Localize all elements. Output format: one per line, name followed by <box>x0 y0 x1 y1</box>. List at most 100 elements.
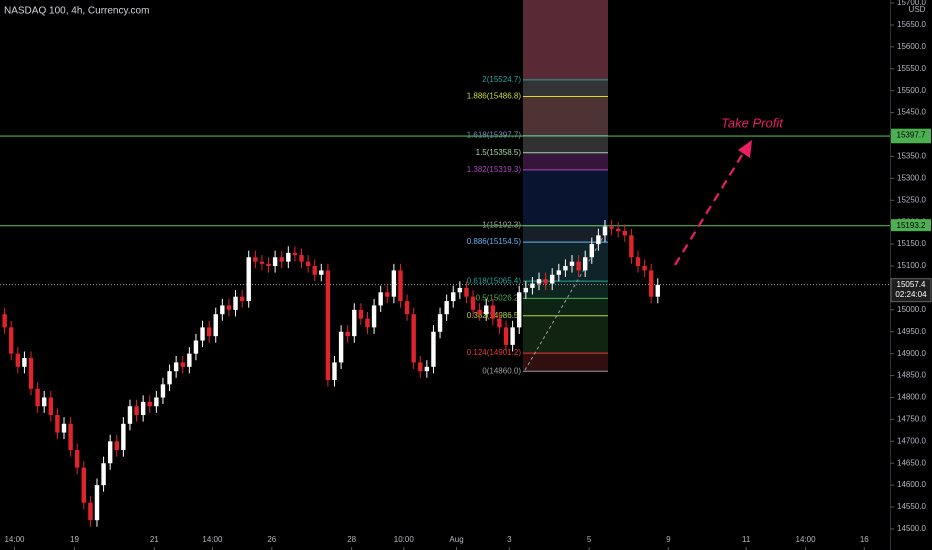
candle-body <box>167 371 172 385</box>
candle-body <box>615 228 621 231</box>
x-tick-label: 5 <box>587 535 592 544</box>
candle-body <box>213 314 218 337</box>
price-tag-label: 15193.2 <box>897 221 926 230</box>
candle-body <box>180 362 185 367</box>
candle-body <box>22 358 27 367</box>
countdown: 02:24:04 <box>895 290 927 299</box>
y-tick-label: 15350.0 <box>897 152 926 161</box>
candle-body <box>470 296 476 310</box>
y-tick-label: 14700.0 <box>897 436 926 445</box>
candle-body <box>2 314 7 328</box>
candle-body <box>424 366 430 372</box>
axes: 15700.0 15650.0 15600.0 15550.0 15500.0 15450… <box>4 0 932 550</box>
y-tick-label: 15550.0 <box>897 64 926 73</box>
candle-body <box>61 423 67 433</box>
candle-body <box>365 318 370 328</box>
candle-body <box>371 305 377 328</box>
candle-body <box>154 397 159 407</box>
candle-body <box>451 292 456 302</box>
candle-body <box>28 358 34 389</box>
candle-body <box>81 467 86 503</box>
candle-body <box>127 406 133 424</box>
candle-body <box>272 257 278 267</box>
x-tick-label: 10:00 <box>394 535 415 544</box>
y-tick-label: 15300.0 <box>897 173 926 182</box>
candle-body <box>536 279 542 284</box>
candle-body <box>602 226 608 236</box>
candle-body <box>517 292 522 328</box>
candle-body <box>378 292 383 306</box>
candle-body <box>556 270 562 275</box>
candle-body <box>259 261 265 264</box>
fib-band <box>523 96 608 136</box>
fib-band <box>523 169 608 226</box>
fib-band <box>523 135 608 153</box>
fib-label: 0.5(15026.2) <box>476 293 522 302</box>
y-tick-label: 15000.0 <box>897 305 926 314</box>
fib-label: 1.5(15358.5) <box>476 148 522 157</box>
candle-body <box>226 305 232 310</box>
candle-body <box>358 309 364 319</box>
candle-body <box>576 261 581 271</box>
candle-body <box>253 257 258 262</box>
candle-body <box>266 263 271 267</box>
candle-body <box>319 270 324 275</box>
candle-body <box>187 353 192 367</box>
candle-body <box>160 384 166 398</box>
y-tick-label: 15600.0 <box>897 42 926 51</box>
candle-body <box>9 327 14 354</box>
candle-body <box>563 266 568 271</box>
fib-retracement: 0(14860.0)0.124(14901.2)0.382(14986.5)0.… <box>467 0 608 375</box>
candle-body <box>338 331 344 363</box>
y-tick-label: 14900.0 <box>897 349 926 358</box>
candle-body <box>484 305 489 315</box>
candle-body <box>431 331 436 367</box>
fib-label: 0.124(14901.2) <box>467 348 522 357</box>
candle-body <box>648 270 654 297</box>
candle-body <box>140 401 146 416</box>
fib-band <box>523 298 608 316</box>
candle-body <box>510 327 515 345</box>
candle-body <box>609 226 614 229</box>
candle-body <box>635 257 641 267</box>
candles <box>2 220 660 527</box>
y-tick-label: 14550.0 <box>897 502 926 511</box>
fib-label: 0.886(15154.5) <box>467 237 522 246</box>
y-tick-label: 15650.0 <box>897 20 926 29</box>
fib-band <box>523 0 608 80</box>
candle-body <box>239 296 245 302</box>
fib-band <box>523 152 608 170</box>
candle-body <box>48 397 54 416</box>
candle-body <box>88 502 93 521</box>
candle-body <box>582 257 588 271</box>
x-tick-label: 16 <box>860 535 869 544</box>
candle-body <box>464 287 469 297</box>
y-tick-label: 14500.0 <box>897 524 926 533</box>
x-tick-label: 11 <box>742 535 751 544</box>
candle-body <box>477 309 482 315</box>
candle-body <box>325 270 331 380</box>
candle-body <box>398 270 403 302</box>
y-tick-label: 14750.0 <box>897 415 926 424</box>
candle-body <box>107 441 113 464</box>
fib-label: 0(14860.0) <box>482 366 521 375</box>
candle-body <box>292 252 298 256</box>
chart-title: NASDAQ 100, 4h, Currency.com <box>4 6 149 17</box>
candle-body <box>299 255 304 262</box>
candle-body <box>193 340 199 354</box>
y-tick-label: 14600.0 <box>897 480 926 489</box>
candle-body <box>35 388 40 407</box>
price-tag-label: 15397.7 <box>897 130 926 139</box>
candle-body <box>589 244 594 258</box>
candle-body <box>411 314 416 363</box>
candle-body <box>286 252 291 262</box>
candle-body <box>15 353 21 367</box>
candle-body <box>385 292 390 297</box>
candle-body <box>444 301 449 315</box>
y-tick-label: 15500.0 <box>897 86 926 95</box>
candle-body <box>206 327 212 337</box>
candle-body <box>596 235 601 245</box>
x-tick-label: Aug <box>449 535 463 544</box>
candle-body <box>94 485 100 521</box>
x-tick-label: 28 <box>347 535 356 544</box>
